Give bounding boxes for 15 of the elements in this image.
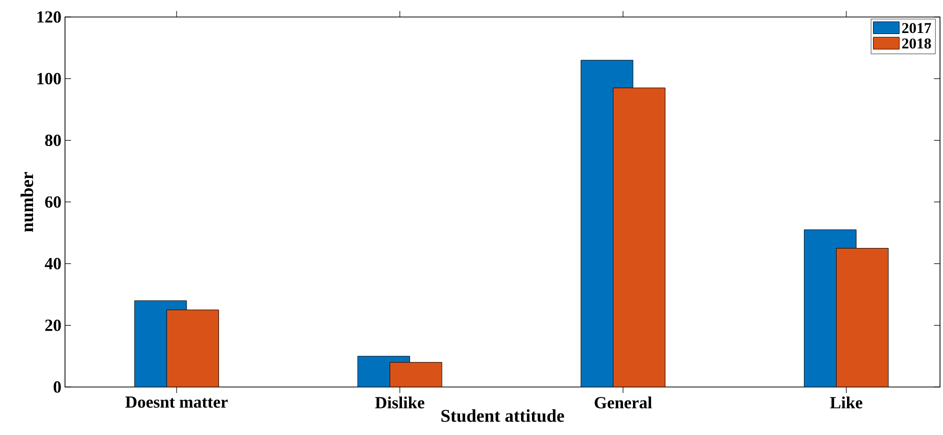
- y-tick-label: 0: [54, 381, 61, 393]
- y-tick-label: 60: [45, 196, 61, 208]
- y-tick-label: 100: [37, 72, 61, 84]
- legend-label: 2017: [902, 23, 932, 34]
- legend-label: 2018: [902, 38, 931, 49]
- x-tick-label: Like: [830, 396, 862, 408]
- y-tick-label: 40: [44, 258, 61, 270]
- y-tick-label: 80: [45, 134, 61, 146]
- x-tick-label: Dislike: [375, 396, 424, 408]
- x-tick-label: General: [594, 396, 652, 408]
- y-tick-label: 120: [37, 11, 61, 23]
- x-axis-title: Student attitude: [441, 409, 564, 422]
- x-tick-label: Doesnt matter: [125, 396, 228, 408]
- y-tick-label: 20: [45, 320, 61, 332]
- y-axis-title: number: [20, 172, 34, 232]
